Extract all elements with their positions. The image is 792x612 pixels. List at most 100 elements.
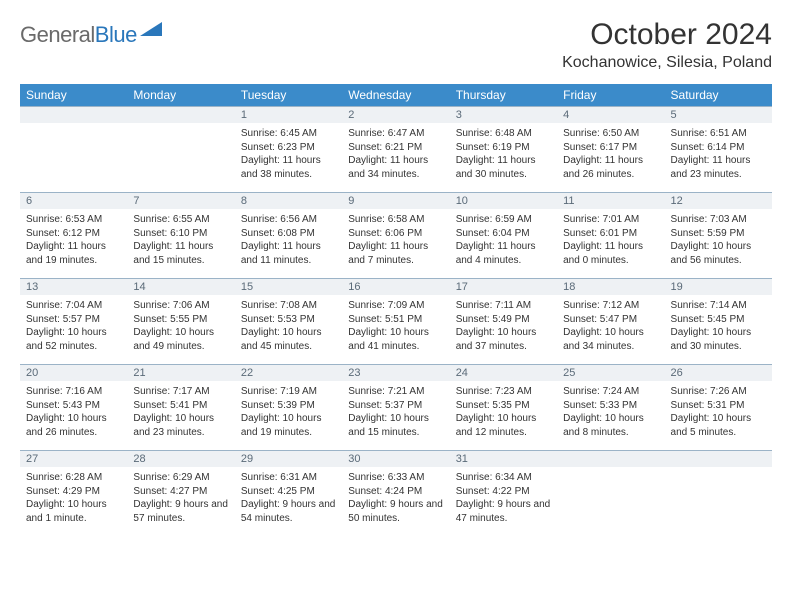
day-details: Sunrise: 6:33 AMSunset: 4:24 PMDaylight:… (348, 471, 443, 525)
sunrise-text: Sunrise: 6:47 AM (348, 127, 443, 141)
day-number: 14 (127, 278, 234, 295)
sunrise-text: Sunrise: 7:12 AM (563, 299, 658, 313)
sunset-text: Sunset: 6:23 PM (241, 141, 336, 155)
daylight-text: Daylight: 10 hours and 5 minutes. (671, 412, 766, 439)
calendar-cell: 1Sunrise: 6:45 AMSunset: 6:23 PMDaylight… (235, 106, 342, 192)
calendar-row: 1Sunrise: 6:45 AMSunset: 6:23 PMDaylight… (20, 106, 772, 192)
day-number: 17 (450, 278, 557, 295)
weekday-header: Wednesday (342, 84, 449, 106)
sunrise-text: Sunrise: 7:16 AM (26, 385, 121, 399)
day-details: Sunrise: 6:59 AMSunset: 6:04 PMDaylight:… (456, 213, 551, 267)
day-number: 11 (557, 192, 664, 209)
cell-inner: 1Sunrise: 6:45 AMSunset: 6:23 PMDaylight… (235, 106, 342, 192)
day-details: Sunrise: 6:53 AMSunset: 6:12 PMDaylight:… (26, 213, 121, 267)
day-number (557, 450, 664, 467)
daylight-text: Daylight: 10 hours and 56 minutes. (671, 240, 766, 267)
logo-part1: General (20, 22, 95, 47)
sunrise-text: Sunrise: 6:53 AM (26, 213, 121, 227)
sunrise-text: Sunrise: 7:23 AM (456, 385, 551, 399)
day-number: 15 (235, 278, 342, 295)
sunset-text: Sunset: 6:19 PM (456, 141, 551, 155)
daylight-text: Daylight: 11 hours and 11 minutes. (241, 240, 336, 267)
calendar-cell: 25Sunrise: 7:24 AMSunset: 5:33 PMDayligh… (557, 364, 664, 450)
sunrise-text: Sunrise: 7:04 AM (26, 299, 121, 313)
day-details: Sunrise: 6:28 AMSunset: 4:29 PMDaylight:… (26, 471, 121, 525)
cell-inner: 11Sunrise: 7:01 AMSunset: 6:01 PMDayligh… (557, 192, 664, 278)
sunset-text: Sunset: 5:53 PM (241, 313, 336, 327)
calendar-cell (127, 106, 234, 192)
cell-inner: 13Sunrise: 7:04 AMSunset: 5:57 PMDayligh… (20, 278, 127, 364)
day-details: Sunrise: 7:11 AMSunset: 5:49 PMDaylight:… (456, 299, 551, 353)
day-number: 10 (450, 192, 557, 209)
weekday-header: Friday (557, 84, 664, 106)
calendar-cell: 14 Sunrise: 7:06 AMSunset: 5:55 PMDayligh… (127, 278, 234, 364)
daylight-text: Daylight: 10 hours and 1 minute. (26, 498, 121, 525)
day-details: Sunrise: 6:29 AMSunset: 4:27 PMDaylight:… (133, 471, 228, 525)
calendar-cell: 7Sunrise: 6:55 AMSunset: 6:10 PMDaylight… (127, 192, 234, 278)
logo-text: GeneralBlue (20, 22, 137, 48)
cell-inner: 9Sunrise: 6:58 AMSunset: 6:06 PMDaylight… (342, 192, 449, 278)
day-details: Sunrise: 6:34 AMSunset: 4:22 PMDaylight:… (456, 471, 551, 525)
sunrise-text: Sunrise: 7:17 AM (133, 385, 228, 399)
sunset-text: Sunset: 5:59 PM (671, 227, 766, 241)
cell-inner: 7Sunrise: 6:55 AMSunset: 6:10 PMDaylight… (127, 192, 234, 278)
sunrise-text: Sunrise: 6:33 AM (348, 471, 443, 485)
sunset-text: Sunset: 6:10 PM (133, 227, 228, 241)
sunset-text: Sunset: 5:57 PM (26, 313, 121, 327)
daylight-text: Daylight: 10 hours and 49 minutes. (133, 326, 228, 353)
calendar-cell: 5Sunrise: 6:51 AMSunset: 6:14 PMDaylight… (665, 106, 772, 192)
sunrise-text: Sunrise: 6:48 AM (456, 127, 551, 141)
cell-inner: 17 Sunrise: 7:11 AMSunset: 5:49 PMDayligh… (450, 278, 557, 364)
sunset-text: Sunset: 5:43 PM (26, 399, 121, 413)
sunset-text: Sunset: 4:29 PM (26, 485, 121, 499)
sunrise-text: Sunrise: 6:50 AM (563, 127, 658, 141)
day-details: Sunrise: 6:51 AMSunset: 6:14 PMDaylight:… (671, 127, 766, 181)
sunset-text: Sunset: 5:31 PM (671, 399, 766, 413)
day-number: 1 (235, 106, 342, 123)
calendar-cell: 6Sunrise: 6:53 AMSunset: 6:12 PMDaylight… (20, 192, 127, 278)
day-number (665, 450, 772, 467)
sunrise-text: Sunrise: 7:09 AM (348, 299, 443, 313)
calendar-row: 6Sunrise: 6:53 AMSunset: 6:12 PMDaylight… (20, 192, 772, 278)
day-details: Sunrise: 6:55 AMSunset: 6:10 PMDaylight:… (133, 213, 228, 267)
cell-inner: 22Sunrise: 7:19 AMSunset: 5:39 PMDayligh… (235, 364, 342, 450)
sunrise-text: Sunrise: 7:06 AM (133, 299, 228, 313)
sunset-text: Sunset: 6:04 PM (456, 227, 551, 241)
sunrise-text: Sunrise: 7:26 AM (671, 385, 766, 399)
day-details: Sunrise: 7:19 AMSunset: 5:39 PMDaylight:… (241, 385, 336, 439)
daylight-text: Daylight: 11 hours and 0 minutes. (563, 240, 658, 267)
calendar-row: 13 Sunrise: 7:04 AMSunset: 5:57 PM Dayligh… (20, 278, 772, 364)
cell-inner: 24Sunrise: 7:23 AMSunset: 5:35 PMDayligh… (450, 364, 557, 450)
calendar-row: 27Sunrise: 6:28 AMSunset: 4:29 PMDayligh… (20, 450, 772, 536)
sunset-text: Sunset: 6:21 PM (348, 141, 443, 155)
calendar-row: 20Sunrise: 7:16 AMSunset: 5:43 PMDayligh… (20, 364, 772, 450)
calendar-cell: 3Sunrise: 6:48 AMSunset: 6:19 PMDaylight… (450, 106, 557, 192)
cell-inner (557, 450, 664, 536)
calendar-cell: 17 Sunrise: 7:11 AMSunset: 5:49 PMDayligh… (450, 278, 557, 364)
cell-inner: 19Sunrise: 7:14 AMSunset: 5:45 PMDayligh… (665, 278, 772, 364)
sunset-text: Sunset: 5:55 PM (133, 313, 228, 327)
day-number: 8 (235, 192, 342, 209)
day-details: Sunrise: 7:16 AMSunset: 5:43 PMDaylight:… (26, 385, 121, 439)
day-details: Sunrise: 6:56 AMSunset: 6:08 PMDaylight:… (241, 213, 336, 267)
calendar-cell: 30Sunrise: 6:33 AMSunset: 4:24 PMDayligh… (342, 450, 449, 536)
cell-inner: 27Sunrise: 6:28 AMSunset: 4:29 PMDayligh… (20, 450, 127, 536)
sunrise-text: Sunrise: 6:31 AM (241, 471, 336, 485)
daylight-text: Daylight: 10 hours and 8 minutes. (563, 412, 658, 439)
day-details: Sunrise: 7:26 AMSunset: 5:31 PMDaylight:… (671, 385, 766, 439)
calendar-cell: 10 Sunrise: 6:59 AMSunset: 6:04 PMDayligh… (450, 192, 557, 278)
sunset-text: Sunset: 4:27 PM (133, 485, 228, 499)
cell-inner: 5Sunrise: 6:51 AMSunset: 6:14 PMDaylight… (665, 106, 772, 192)
sunset-text: Sunset: 5:35 PM (456, 399, 551, 413)
sunset-text: Sunset: 4:22 PM (456, 485, 551, 499)
daylight-text: Daylight: 10 hours and 26 minutes. (26, 412, 121, 439)
daylight-text: Daylight: 11 hours and 19 minutes. (26, 240, 121, 267)
day-number: 13 (20, 278, 127, 295)
day-number: 3 (450, 106, 557, 123)
cell-inner: 28Sunrise: 6:29 AMSunset: 4:27 PMDayligh… (127, 450, 234, 536)
daylight-text: Daylight: 10 hours and 23 minutes. (133, 412, 228, 439)
sunrise-text: Sunrise: 6:51 AM (671, 127, 766, 141)
calendar-cell: 23Sunrise: 7:21 AMSunset: 5:37 PMDayligh… (342, 364, 449, 450)
day-details: Sunrise: 7:12 AMSunset: 5:47 PMDaylight:… (563, 299, 658, 353)
daylight-text: Daylight: 10 hours and 45 minutes. (241, 326, 336, 353)
